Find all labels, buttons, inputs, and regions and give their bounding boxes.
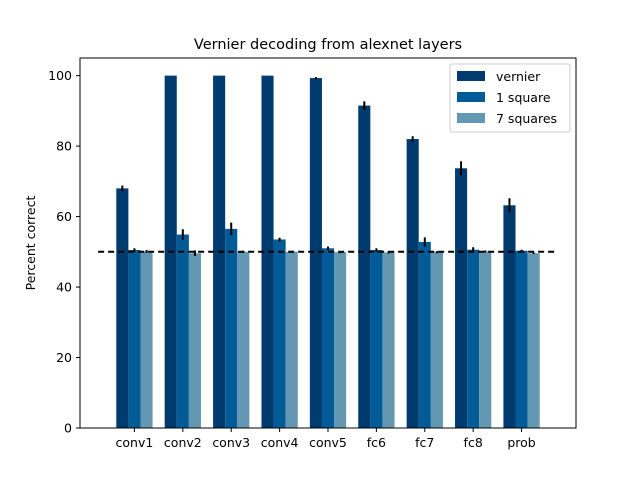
y-tick-label: 20: [56, 350, 72, 365]
legend-swatch-1-square: [457, 92, 485, 102]
y-tick-label: 80: [56, 139, 72, 154]
bar-1-square-conv4: [273, 239, 286, 428]
x-tick-label: conv5: [309, 435, 347, 450]
x-tick-label: conv4: [261, 435, 299, 450]
bar-7-squares-prob: [527, 253, 540, 428]
legend-label-vernier: vernier: [496, 69, 541, 84]
bar-7-squares-fc7: [430, 252, 443, 428]
bar-7-squares-fc6: [382, 252, 395, 428]
bar-1-square-fc6: [370, 250, 383, 428]
chart-title: Vernier decoding from alexnet layers: [194, 37, 462, 53]
y-tick-label: 100: [48, 68, 72, 83]
bar-1-square-fc7: [418, 241, 431, 428]
legend-swatch-vernier: [457, 71, 485, 81]
y-tick-label: 0: [64, 421, 72, 436]
bar-7-squares-conv2: [188, 253, 201, 428]
bar-1-square-conv3: [225, 228, 238, 428]
x-tick-label: fc7: [415, 435, 434, 450]
legend-label-1-square: 1 square: [496, 90, 551, 105]
x-tick-label: conv2: [164, 435, 202, 450]
bar-1-square-fc8: [467, 249, 480, 428]
bar-vernier-conv4: [261, 75, 274, 428]
bar-7-squares-fc8: [479, 251, 492, 428]
bar-vernier-conv1: [116, 188, 129, 428]
bar-1-square-conv2: [176, 234, 189, 428]
bar-1-square-prob: [515, 250, 528, 428]
y-axis-label: Percent correct: [23, 196, 38, 291]
y-tick-label: 40: [56, 280, 72, 295]
bar-7-squares-conv5: [334, 252, 347, 428]
bar-7-squares-conv4: [285, 251, 298, 428]
legend-label-7-squares: 7 squares: [496, 111, 557, 126]
plot-area: 0 20 40 60 80 100 conv1 conv2 conv3 conv4 conv5 fc6…: [48, 68, 558, 450]
x-tick-label: conv3: [212, 435, 250, 450]
bar-vernier-fc7: [406, 139, 419, 429]
bar-vernier-fc6: [358, 105, 371, 429]
bar-1-square-conv5: [321, 248, 335, 428]
bar-7-squares-conv3: [237, 251, 250, 428]
bar-vernier-prob: [503, 205, 516, 428]
y-tick-label: 60: [56, 209, 72, 224]
x-tick-label: fc8: [464, 435, 483, 450]
x-tick-label: fc6: [367, 435, 386, 450]
legend-swatch-7-squares: [457, 113, 485, 123]
x-tick-label: prob: [507, 435, 535, 450]
bar-7-squares-conv1: [140, 251, 153, 428]
bar-1-square-conv1: [128, 250, 141, 428]
legend: vernier 1 square 7 squares: [449, 63, 571, 133]
bar-vernier-fc8: [455, 168, 468, 429]
bar-vernier-conv5: [309, 78, 322, 428]
x-tick-label: conv1: [116, 435, 154, 450]
axes-frame: [79, 57, 577, 429]
